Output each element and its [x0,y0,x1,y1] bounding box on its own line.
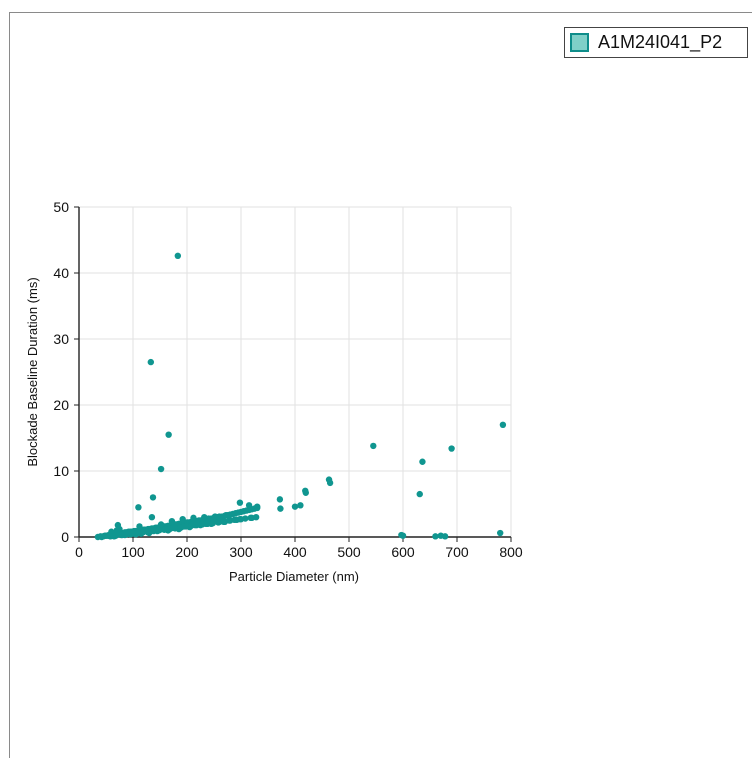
data-point [182,523,190,530]
data-point [193,521,200,529]
data-point [297,502,304,509]
grid-lines [78,206,512,538]
x-tick-label: 400 [283,544,307,560]
y-tick-label: 40 [53,265,69,281]
data-point [204,520,211,527]
x-tick-label: 200 [175,544,199,560]
data-point [441,533,449,540]
axes [74,206,512,542]
data-point [112,532,119,539]
x-tick-label: 100 [121,544,145,560]
data-point [134,529,141,537]
data-point [448,445,455,452]
data-point [245,502,253,509]
data-point [149,494,157,501]
x-tick-label: 300 [229,544,253,560]
data-point [231,516,238,524]
data-point [144,528,152,535]
x-tick-label: 500 [337,544,361,560]
data-point [291,503,299,510]
data-point [276,496,284,503]
data-point [497,529,504,537]
data-point [98,533,105,541]
data-point [161,526,168,533]
data-point [136,523,143,530]
data-point [117,531,125,539]
y-axis-title: Blockade Baseline Duration (ms) [25,277,40,466]
data-point [188,522,195,529]
legend-swatch [570,33,589,52]
x-tick-label: 800 [499,544,523,560]
data-point [155,527,163,534]
tick-labels: 0 100 200 300 400 500 600 700 800 0 10 20 30 40 50 [53,199,522,560]
legend: A1M24I041_P2 [564,27,748,58]
x-tick-label: 700 [445,544,469,560]
data-point [499,421,507,428]
data-point [177,524,184,531]
data-point [211,513,219,520]
x-axis-title: Particle Diameter (nm) [229,569,359,584]
data-point [150,527,157,535]
data-point [236,499,244,506]
data-point [157,521,165,528]
data-point [416,490,423,498]
data-point [198,521,206,528]
x-tick-label: 600 [391,544,415,560]
data-points [94,252,507,541]
data-point [252,514,260,521]
data-point [222,512,230,519]
data-point [432,533,439,540]
y-tick-label: 10 [53,463,69,479]
data-point [399,532,407,539]
data-point [215,519,222,526]
data-point [179,515,186,523]
x-tick-label: 0 [75,544,83,560]
data-point [128,530,136,537]
data-point [166,525,173,533]
data-point [277,505,284,512]
data-point [107,533,114,540]
data-point [174,252,182,260]
y-tick-label: 0 [61,529,69,545]
data-point [419,458,426,465]
data-point [236,515,244,523]
data-point [147,358,155,366]
data-point [148,514,156,521]
y-tick-label: 20 [53,397,69,413]
y-tick-label: 30 [53,331,69,347]
legend-label: A1M24I041_P2 [598,32,723,52]
data-point [209,519,217,527]
data-point [225,517,233,524]
y-tick-label: 50 [53,199,69,215]
data-point [171,525,179,532]
data-point [114,521,122,529]
data-point [247,514,254,522]
data-point [326,479,334,487]
data-point [168,517,176,525]
data-point [165,431,172,438]
data-point [201,514,208,521]
data-point [139,529,146,536]
data-point [135,504,142,511]
data-point [370,442,377,450]
data-point [123,531,130,538]
data-point [220,518,227,526]
data-point [242,515,249,522]
data-point [157,465,165,473]
data-point [254,503,261,510]
data-point [302,489,309,496]
data-point [190,514,197,522]
